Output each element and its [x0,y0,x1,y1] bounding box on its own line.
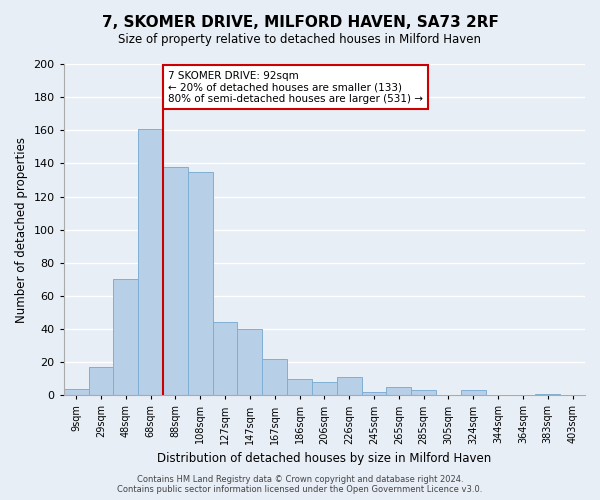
Bar [64,388,89,396]
Bar [362,392,386,396]
Bar [113,280,138,396]
Bar [386,387,411,396]
Text: Contains HM Land Registry data © Crown copyright and database right 2024.
Contai: Contains HM Land Registry data © Crown c… [118,474,482,494]
Bar [312,382,337,396]
Text: 7 SKOMER DRIVE: 92sqm
← 20% of detached houses are smaller (133)
80% of semi-det: 7 SKOMER DRIVE: 92sqm ← 20% of detached … [168,70,423,104]
Text: 7, SKOMER DRIVE, MILFORD HAVEN, SA73 2RF: 7, SKOMER DRIVE, MILFORD HAVEN, SA73 2RF [101,15,499,30]
Text: Size of property relative to detached houses in Milford Haven: Size of property relative to detached ho… [119,32,482,46]
Bar [461,390,486,396]
Bar [89,367,113,396]
Bar [212,322,238,396]
Bar [287,378,312,396]
Bar [262,359,287,396]
Bar [238,329,262,396]
Y-axis label: Number of detached properties: Number of detached properties [15,136,28,322]
Bar [337,377,362,396]
X-axis label: Distribution of detached houses by size in Milford Haven: Distribution of detached houses by size … [157,452,491,465]
Bar [411,390,436,396]
Bar [138,128,163,396]
Bar [163,166,188,396]
Bar [535,394,560,396]
Bar [188,172,212,396]
